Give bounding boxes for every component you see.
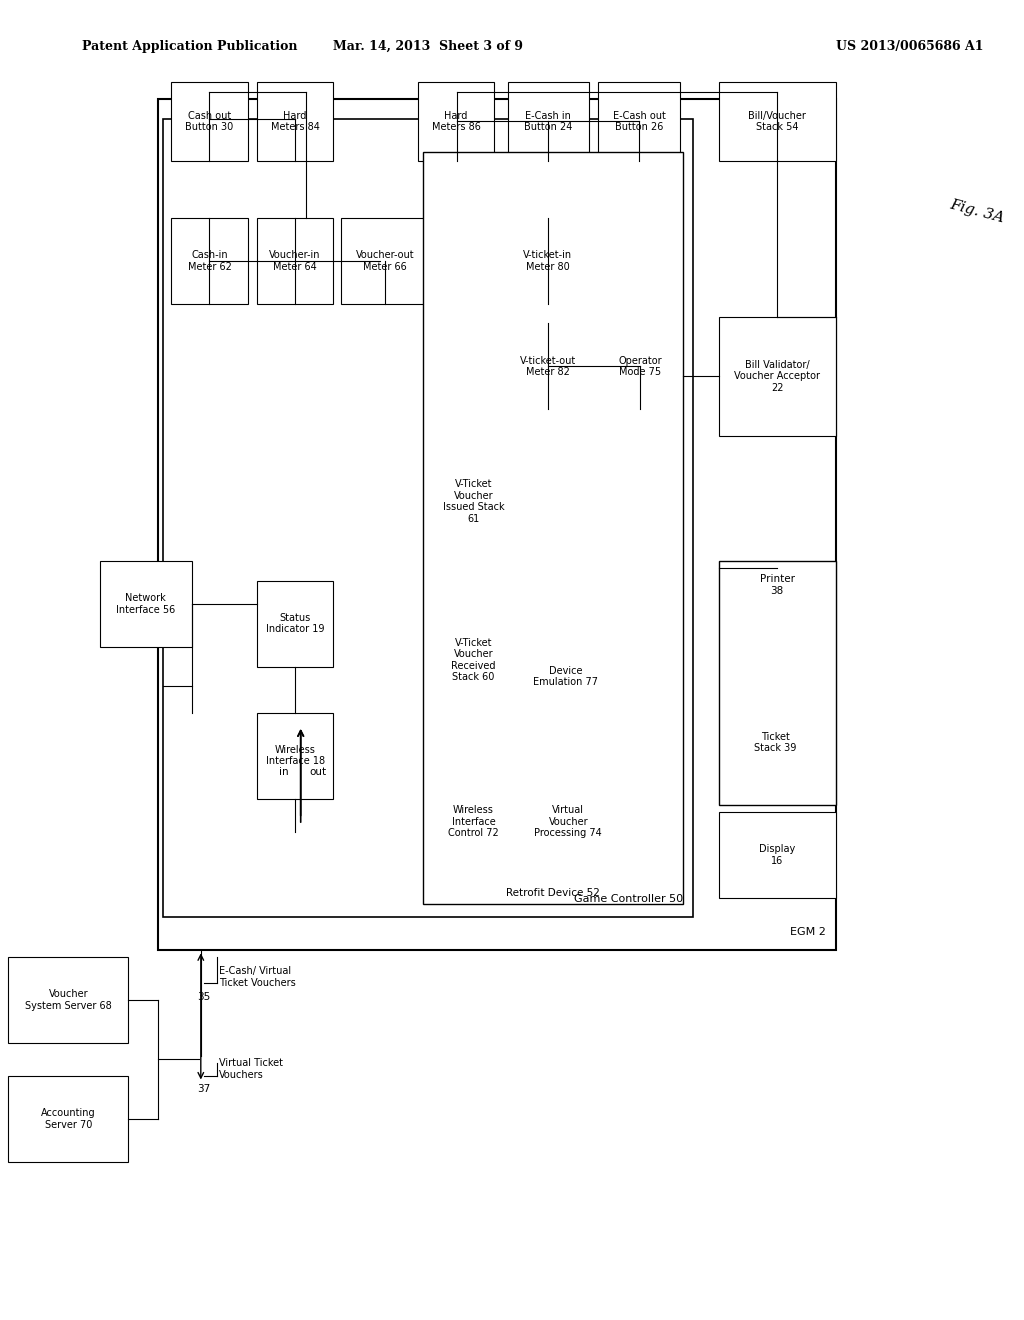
FancyBboxPatch shape <box>158 99 836 950</box>
Text: Voucher
System Server 68: Voucher System Server 68 <box>25 989 112 1011</box>
Text: Ticket
Stack 39: Ticket Stack 39 <box>754 731 797 754</box>
FancyBboxPatch shape <box>719 561 836 805</box>
Text: Cash-in
Meter 62: Cash-in Meter 62 <box>187 249 231 272</box>
FancyBboxPatch shape <box>598 82 680 161</box>
FancyBboxPatch shape <box>732 700 818 785</box>
Text: Retrofit Device 52: Retrofit Device 52 <box>506 887 600 898</box>
FancyBboxPatch shape <box>505 218 591 304</box>
FancyBboxPatch shape <box>341 218 428 304</box>
Text: 37: 37 <box>198 1084 211 1094</box>
Text: Voucher-out
Meter 66: Voucher-out Meter 66 <box>355 249 414 272</box>
FancyBboxPatch shape <box>8 957 128 1043</box>
FancyBboxPatch shape <box>430 766 517 878</box>
FancyBboxPatch shape <box>8 1076 128 1162</box>
Text: Virtual
Voucher
Processing 74: Virtual Voucher Processing 74 <box>535 805 602 838</box>
Text: Virtual Ticket
Vouchers: Virtual Ticket Vouchers <box>219 1059 284 1080</box>
Text: Mar. 14, 2013  Sheet 3 of 9: Mar. 14, 2013 Sheet 3 of 9 <box>333 40 523 53</box>
Text: in: in <box>279 767 288 777</box>
Text: V-Ticket
Voucher
Issued Stack
61: V-Ticket Voucher Issued Stack 61 <box>442 479 504 524</box>
Text: V-ticket-in
Meter 80: V-ticket-in Meter 80 <box>523 249 572 272</box>
FancyBboxPatch shape <box>505 323 591 409</box>
FancyBboxPatch shape <box>171 82 248 161</box>
Text: V-ticket-out
Meter 82: V-ticket-out Meter 82 <box>520 355 577 378</box>
Text: Display
16: Display 16 <box>759 843 796 866</box>
FancyBboxPatch shape <box>257 581 334 667</box>
Text: Wireless
Interface 18: Wireless Interface 18 <box>265 744 325 767</box>
Text: Cash out
Button 30: Cash out Button 30 <box>185 111 233 132</box>
FancyBboxPatch shape <box>525 766 611 878</box>
Text: Network
Interface 56: Network Interface 56 <box>116 593 175 615</box>
Text: Accounting
Server 70: Accounting Server 70 <box>41 1107 95 1130</box>
Text: Status
Indicator 19: Status Indicator 19 <box>266 612 325 635</box>
FancyBboxPatch shape <box>719 317 836 436</box>
Text: US 2013/0065686 A1: US 2013/0065686 A1 <box>836 40 983 53</box>
FancyBboxPatch shape <box>171 218 248 304</box>
Text: Hard
Meters 84: Hard Meters 84 <box>270 111 319 132</box>
FancyBboxPatch shape <box>719 82 836 161</box>
Text: Bill Validator/
Voucher Acceptor
22: Bill Validator/ Voucher Acceptor 22 <box>734 359 820 393</box>
FancyBboxPatch shape <box>100 561 191 647</box>
Text: 35: 35 <box>198 991 211 1002</box>
FancyBboxPatch shape <box>418 82 495 161</box>
Text: Bill/Voucher
Stack 54: Bill/Voucher Stack 54 <box>749 111 806 132</box>
Text: Operator
Mode 75: Operator Mode 75 <box>618 355 662 378</box>
FancyBboxPatch shape <box>719 812 836 898</box>
FancyBboxPatch shape <box>525 634 606 719</box>
Text: Printer
38: Printer 38 <box>760 574 795 595</box>
FancyBboxPatch shape <box>257 713 334 799</box>
Text: Hard
Meters 86: Hard Meters 86 <box>432 111 480 132</box>
Text: Voucher-in
Meter 64: Voucher-in Meter 64 <box>269 249 321 272</box>
FancyBboxPatch shape <box>599 323 681 409</box>
FancyBboxPatch shape <box>430 442 517 561</box>
Text: E-Cash in
Button 24: E-Cash in Button 24 <box>524 111 572 132</box>
Text: Fig. 3A: Fig. 3A <box>948 197 1006 226</box>
Text: out: out <box>309 767 327 777</box>
Text: Patent Application Publication: Patent Application Publication <box>82 40 297 53</box>
Text: E-Cash/ Virtual
Ticket Vouchers: E-Cash/ Virtual Ticket Vouchers <box>219 966 296 987</box>
Text: V-Ticket
Voucher
Received
Stack 60: V-Ticket Voucher Received Stack 60 <box>452 638 496 682</box>
FancyBboxPatch shape <box>508 82 589 161</box>
FancyBboxPatch shape <box>430 601 517 719</box>
Text: Game Controller 50: Game Controller 50 <box>573 894 683 904</box>
Text: E-Cash out
Button 26: E-Cash out Button 26 <box>612 111 666 132</box>
Text: EGM 2: EGM 2 <box>790 927 825 937</box>
FancyBboxPatch shape <box>257 82 334 161</box>
Text: Device
Emulation 77: Device Emulation 77 <box>534 665 598 688</box>
FancyBboxPatch shape <box>423 152 683 904</box>
FancyBboxPatch shape <box>257 218 334 304</box>
Text: Wireless
Interface
Control 72: Wireless Interface Control 72 <box>449 805 499 838</box>
FancyBboxPatch shape <box>163 119 693 917</box>
